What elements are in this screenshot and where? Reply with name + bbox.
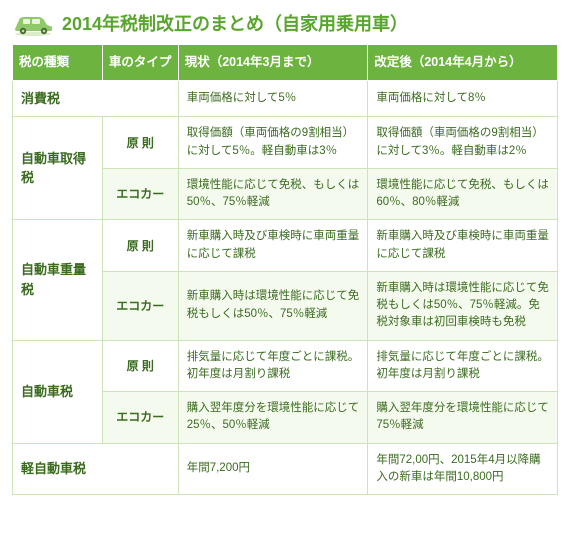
cell-after: 排気量に応じて年度ごとに課税。初年度は月割り課税 (368, 340, 558, 392)
tax-name: 自動車取得税 (13, 117, 103, 220)
tax-name: 軽自動車税 (13, 443, 179, 495)
car-type: 原 則 (102, 117, 178, 169)
car-type: エコカー (102, 168, 178, 220)
table-row: 自動車重量税原 則新車購入時及び車検時に車両重量に応じて課税新車購入時及び車検時… (13, 220, 558, 272)
col-tax: 税の種類 (13, 45, 103, 81)
cell-current: 取得価額（車両価格の9割相当）に対して5％。軽自動車は3％ (178, 117, 368, 169)
cell-current: 年間7,200円 (178, 443, 368, 495)
cell-after: 年間72,00円、2015年4月以降購入の新車は年間10,800円 (368, 443, 558, 495)
cell-after: 取得価額（車両価格の9割相当）に対して3％。軽自動車は2％ (368, 117, 558, 169)
car-type: 原 則 (102, 220, 178, 272)
table-row: 自動車取得税原 則取得価額（車両価格の9割相当）に対して5％。軽自動車は3％取得… (13, 117, 558, 169)
col-after: 改定後（2014年4月から） (368, 45, 558, 81)
tax-name: 消費税 (13, 80, 179, 117)
cell-after: 新車購入時は環境性能に応じて免税もしくは50％、75％軽減。免税対象車は初回車検… (368, 271, 558, 340)
table-row: 自動車税原 則排気量に応じて年度ごとに課税。初年度は月割り課税排気量に応じて年度… (13, 340, 558, 392)
cell-current: 新車購入時及び車検時に車両重量に応じて課税 (178, 220, 368, 272)
cell-after: 車両価格に対して8％ (368, 80, 558, 117)
col-type: 車のタイプ (102, 45, 178, 81)
tax-reform-table: 税の種類 車のタイプ 現状（2014年3月まで） 改定後（2014年4月から） … (12, 44, 558, 495)
cell-after: 購入翌年度分を環境性能に応じて75％軽減 (368, 392, 558, 444)
cell-after: 環境性能に応じて免税、もしくは60％、80％軽減 (368, 168, 558, 220)
col-current: 現状（2014年3月まで） (178, 45, 368, 81)
cell-current: 新車購入時は環境性能に応じて免税もしくは50％、75％軽減 (178, 271, 368, 340)
cell-current: 環境性能に応じて免税、もしくは50％、75％軽減 (178, 168, 368, 220)
tax-name: 自動車税 (13, 340, 103, 443)
car-type: エコカー (102, 392, 178, 444)
cell-current: 車両価格に対して5％ (178, 80, 368, 117)
table-row: 消費税車両価格に対して5％車両価格に対して8％ (13, 80, 558, 117)
page-header: 2014年税制改正のまとめ（自家用乗用車） (0, 0, 570, 44)
car-type: エコカー (102, 271, 178, 340)
car-type: 原 則 (102, 340, 178, 392)
cell-current: 排気量に応じて年度ごとに課税。初年度は月割り課税 (178, 340, 368, 392)
car-icon (12, 10, 54, 36)
page-title: 2014年税制改正のまとめ（自家用乗用車） (62, 10, 408, 36)
cell-after: 新車購入時及び車検時に車両重量に応じて課税 (368, 220, 558, 272)
cell-current: 購入翌年度分を環境性能に応じて25％、50％軽減 (178, 392, 368, 444)
table-header-row: 税の種類 車のタイプ 現状（2014年3月まで） 改定後（2014年4月から） (13, 45, 558, 81)
tax-name: 自動車重量税 (13, 220, 103, 340)
table-row: 軽自動車税年間7,200円年間72,00円、2015年4月以降購入の新車は年間1… (13, 443, 558, 495)
